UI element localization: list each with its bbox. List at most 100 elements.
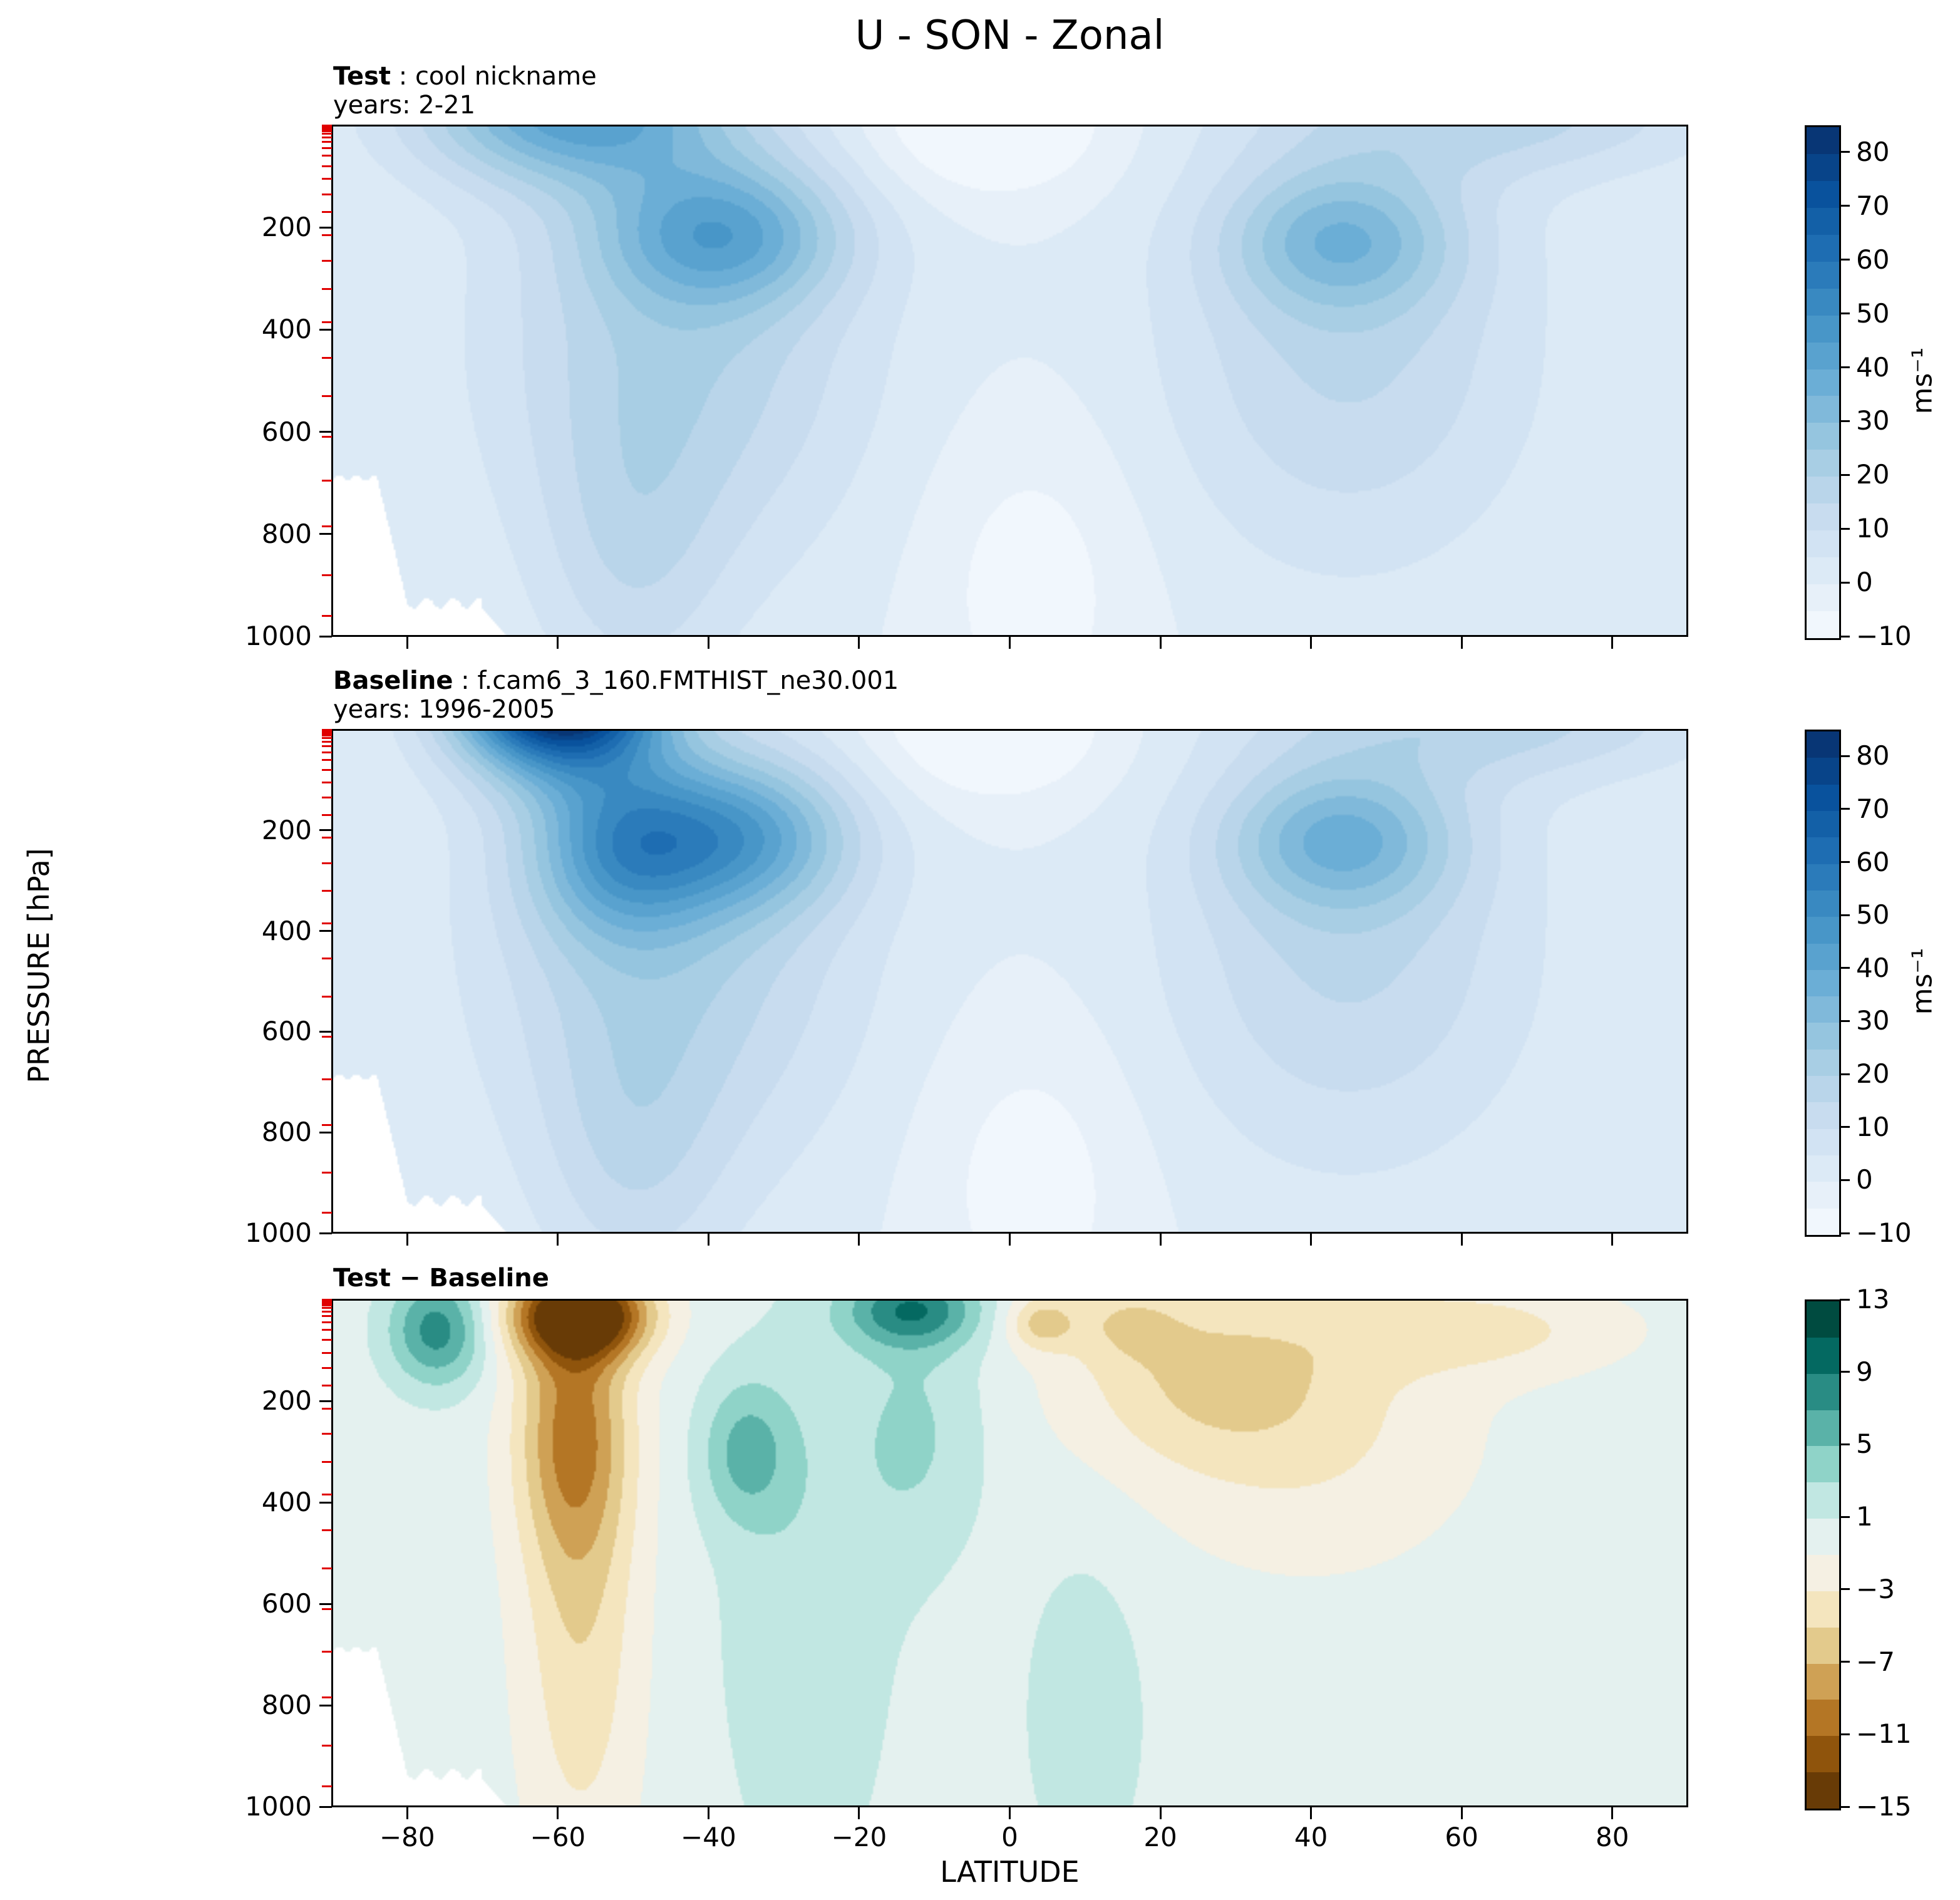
diff-heading: Test − Baseline — [333, 1266, 549, 1291]
baseline-model-level-tick — [322, 745, 332, 748]
baseline-y-tick — [319, 829, 332, 832]
test-colorbar-tick — [1840, 420, 1850, 422]
test-heading: Test : cool nickname — [333, 64, 597, 89]
test-model-level-tick — [322, 137, 332, 139]
test-colorbar-segment — [1807, 448, 1839, 477]
test-x-tick — [858, 636, 860, 649]
diff-colorbar-segment — [1807, 1480, 1839, 1519]
baseline-colorbar-tick-label: 60 — [1856, 846, 1890, 877]
test-colorbar-tick — [1840, 312, 1850, 315]
diff-colorbar-tick-label: −7 — [1856, 1646, 1895, 1677]
baseline-colorbar-tick — [1840, 1126, 1850, 1128]
baseline-colorbar-tick-label: 10 — [1856, 1111, 1890, 1142]
diff-y-tick-label: 800 — [261, 1690, 312, 1720]
baseline-colorbar-segment — [1807, 862, 1839, 891]
test-model-level-tick — [322, 155, 332, 157]
test-y-tick — [319, 328, 332, 331]
baseline-model-level-tick — [322, 729, 332, 731]
baseline-colorbar-segment — [1807, 915, 1839, 944]
baseline-model-level-tick — [322, 1123, 332, 1126]
diff-model-level-tick — [322, 1310, 332, 1313]
baseline-x-tick — [557, 1233, 559, 1246]
diff-colorbar-tick-label: 1 — [1856, 1501, 1873, 1532]
baseline-model-level-tick — [322, 735, 332, 737]
test-colorbar-tick — [1840, 581, 1850, 584]
diff-colorbar — [1805, 1299, 1841, 1810]
baseline-x-tick — [406, 1233, 408, 1246]
x-tick-label: −20 — [831, 1822, 887, 1852]
diff-colorbar-segment — [1807, 1770, 1839, 1809]
baseline-colorbar-segment — [1807, 1154, 1839, 1182]
diff-colorbar-tick-label: 5 — [1856, 1428, 1873, 1460]
diff-colorbar-segment — [1807, 1553, 1839, 1591]
diff-model-level-tick — [322, 1304, 332, 1307]
test-colorbar-segment — [1807, 287, 1839, 316]
test-model-level-tick — [322, 147, 332, 150]
baseline-model-level-tick — [322, 732, 332, 735]
test-y-tick — [319, 431, 332, 433]
test-colorbar-tick-label: 40 — [1856, 351, 1890, 383]
test-colorbar-segment — [1807, 206, 1839, 235]
baseline-colorbar-unit-label: ms⁻¹ — [1906, 947, 1939, 1015]
diff-colorbar-tick-label: −11 — [1856, 1718, 1912, 1750]
diff-y-tick — [319, 1704, 332, 1706]
diff-x-tick — [406, 1807, 408, 1819]
test-x-tick — [1159, 636, 1162, 649]
baseline-model-level-tick — [322, 740, 332, 743]
baseline-colorbar-tick — [1840, 914, 1850, 916]
diff-model-level-tick — [322, 1302, 332, 1304]
test-heading-rest: : cool nickname — [391, 62, 597, 91]
baseline-model-level-tick — [322, 1078, 332, 1081]
test-model-level-tick — [322, 165, 332, 167]
baseline-heading-bold: Baseline — [333, 666, 453, 695]
chart-title: U - SON - Zonal — [855, 13, 1165, 59]
diff-y-tick-label: 200 — [261, 1385, 312, 1416]
baseline-model-level-tick — [322, 768, 332, 771]
baseline-colorbar-segment — [1807, 835, 1839, 864]
test-model-level-tick — [322, 141, 332, 143]
baseline-colorbar-tick-label: 0 — [1856, 1164, 1873, 1195]
diff-colorbar-segment — [1807, 1517, 1839, 1555]
diff-colorbar-tick — [1840, 1443, 1850, 1445]
diff-x-tick — [1009, 1807, 1011, 1819]
baseline-model-level-tick — [322, 797, 332, 799]
baseline-colorbar-segment — [1807, 1021, 1839, 1050]
baseline-y-tick-label: 600 — [261, 1016, 312, 1047]
baseline-x-tick — [1009, 1233, 1011, 1246]
baseline-colorbar-tick-label: 80 — [1856, 740, 1890, 772]
baseline-x-tick — [858, 1233, 860, 1246]
test-x-tick — [406, 636, 408, 649]
baseline-contour-plot — [332, 730, 1688, 1233]
diff-model-level-tick — [322, 1299, 332, 1301]
diff-model-level-tick — [322, 1494, 332, 1496]
test-colorbar-tick-label: 10 — [1856, 513, 1890, 544]
baseline-model-level-tick — [322, 781, 332, 783]
test-y-tick — [319, 533, 332, 535]
test-y-tick — [319, 635, 332, 638]
test-colorbar-segment — [1807, 314, 1839, 343]
baseline-model-level-tick — [322, 958, 332, 960]
diff-y-tick — [319, 1805, 332, 1808]
test-x-tick — [707, 636, 709, 649]
diff-model-level-tick — [322, 1696, 332, 1699]
test-model-level-tick — [322, 259, 332, 262]
baseline-colorbar-segment — [1807, 994, 1839, 1023]
diff-colorbar-segment — [1807, 1626, 1839, 1664]
test-colorbar-tick — [1840, 527, 1850, 530]
baseline-x-tick — [1310, 1233, 1313, 1246]
baseline-y-tick — [319, 1232, 332, 1234]
x-tick-label: −60 — [530, 1822, 586, 1852]
baseline-colorbar-tick — [1840, 967, 1850, 969]
baseline-colorbar-tick-label: 70 — [1856, 793, 1890, 824]
test-model-level-tick — [322, 234, 332, 236]
diff-model-level-tick — [322, 1315, 332, 1318]
baseline-colorbar-tick-label: 40 — [1856, 952, 1890, 983]
test-colorbar-segment — [1807, 127, 1839, 154]
baseline-x-tick — [1611, 1233, 1614, 1246]
diff-model-level-tick — [322, 1529, 332, 1532]
baseline-colorbar-segment — [1807, 968, 1839, 997]
diff-y-tick-label: 1000 — [245, 1791, 312, 1822]
baseline-model-level-tick — [322, 862, 332, 864]
baseline-colorbar-segment — [1807, 1180, 1839, 1209]
test-colorbar-tick — [1840, 151, 1850, 153]
